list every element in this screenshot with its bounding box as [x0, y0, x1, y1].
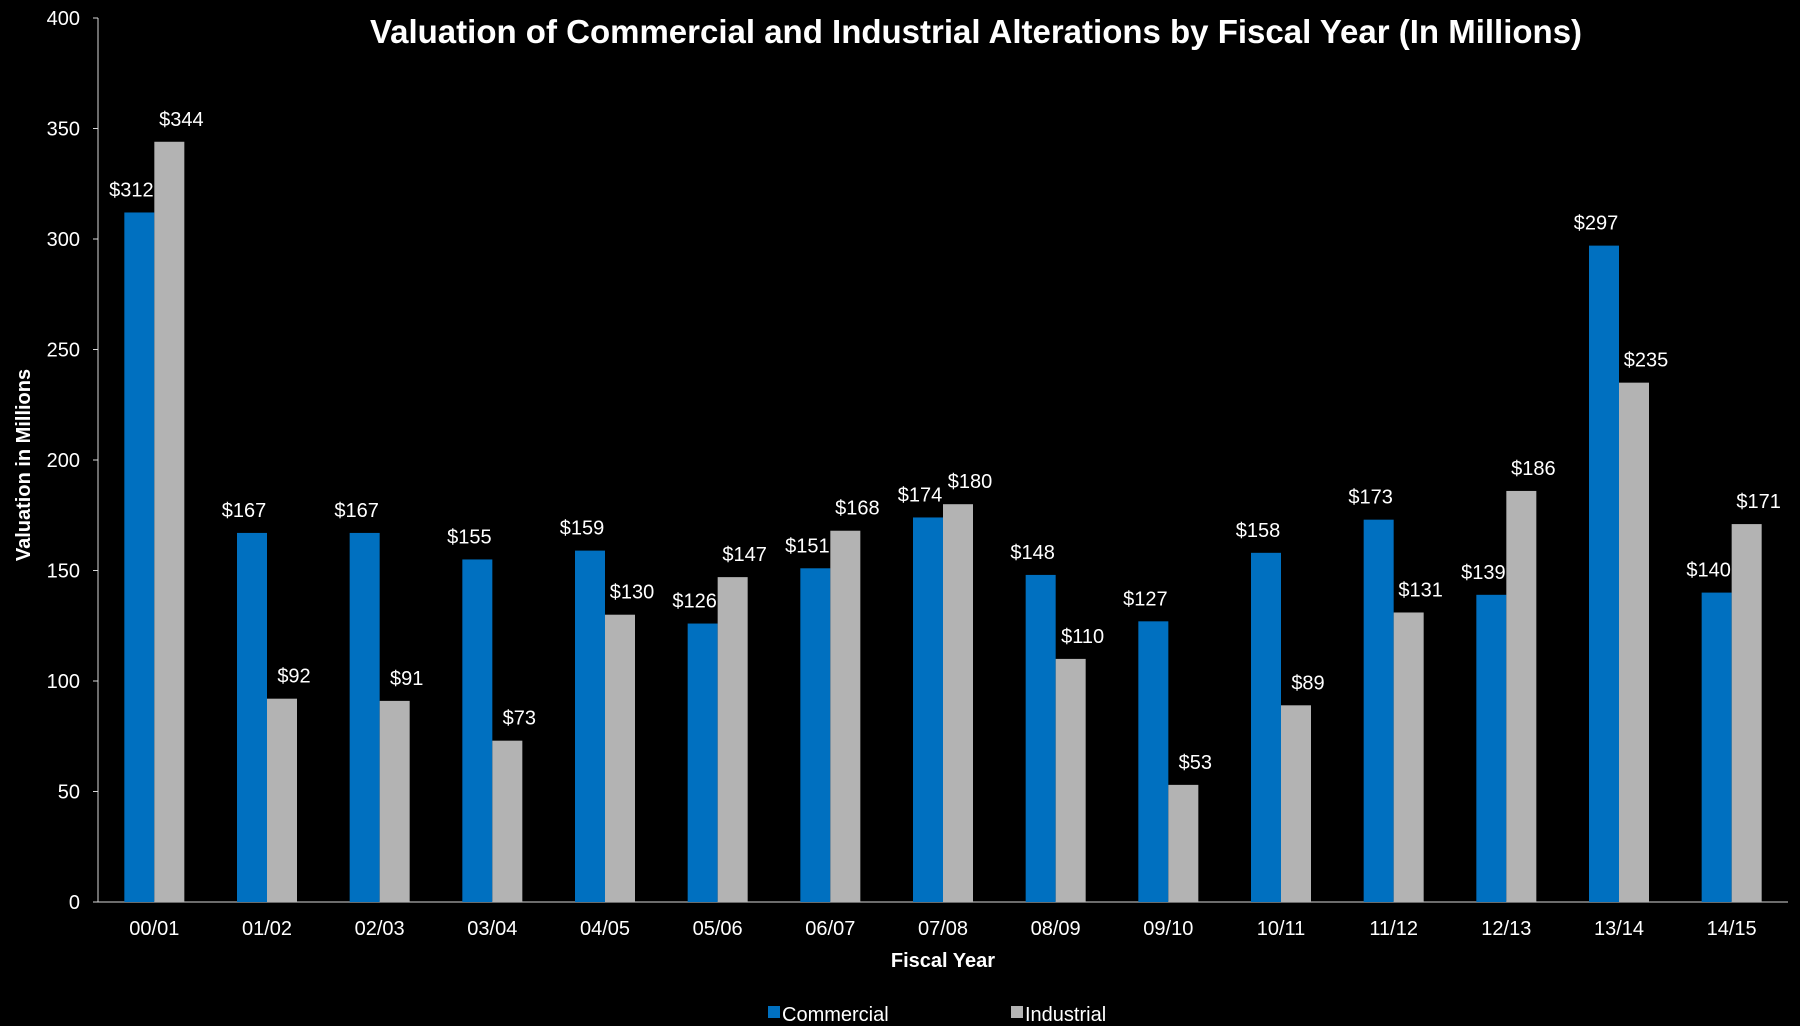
data-label-industrial: $147	[722, 544, 767, 566]
data-label-commercial: $126	[672, 591, 717, 613]
y-tick-label: 0	[69, 892, 80, 914]
y-tick-label: 400	[47, 8, 80, 30]
y-axis-title: Valuation in Millions	[13, 369, 35, 561]
bar-commercial	[800, 568, 831, 902]
legend-swatch-industrial	[1011, 1006, 1023, 1018]
x-tick-label: 03/04	[467, 918, 517, 940]
data-label-industrial: $130	[610, 582, 655, 604]
bar-industrial	[605, 614, 635, 902]
bar-industrial	[1506, 490, 1537, 902]
bar-commercial	[575, 550, 605, 902]
data-label-industrial: $73	[503, 708, 536, 730]
x-tick-label: 06/07	[805, 918, 855, 940]
data-label-commercial: $151	[785, 535, 830, 557]
y-tick-label: 300	[47, 229, 80, 251]
data-label-commercial: $174	[898, 484, 943, 506]
x-tick-label: 12/13	[1481, 918, 1531, 940]
bar-industrial	[1055, 658, 1086, 902]
bar-commercial	[1251, 552, 1281, 902]
y-tick-label: 350	[47, 119, 80, 141]
x-tick-label: 07/08	[918, 918, 968, 940]
bar-commercial	[913, 517, 943, 902]
data-label-industrial: $110	[1061, 626, 1104, 648]
data-label-commercial: $297	[1574, 213, 1619, 235]
data-label-commercial: $127	[1123, 588, 1168, 610]
bar-commercial	[124, 212, 155, 903]
data-label-industrial: $131	[1398, 579, 1443, 601]
x-tick-label: 05/06	[693, 918, 743, 940]
legend-label-industrial: Industrial	[1025, 1004, 1106, 1026]
bar-commercial	[1701, 592, 1732, 902]
bar-commercial	[687, 623, 718, 902]
x-tick-label: 01/02	[242, 918, 292, 940]
legend: Commercial Industrial	[768, 1004, 1106, 1026]
bar-commercial	[1025, 574, 1056, 902]
bar-industrial	[1393, 612, 1424, 902]
bar-commercial	[1589, 245, 1619, 902]
x-tick-label: 09/10	[1143, 918, 1193, 940]
x-tick-label: 04/05	[580, 918, 630, 940]
x-axis-title: Fiscal Year	[891, 950, 995, 972]
data-label-commercial: $167	[222, 500, 267, 522]
data-label-industrial: $235	[1624, 350, 1669, 372]
chart-title: Valuation of Commercial and Industrial A…	[370, 13, 1582, 50]
data-label-commercial: $155	[447, 526, 492, 548]
data-label-commercial: $167	[334, 500, 379, 522]
y-tick-label: 200	[47, 450, 80, 472]
y-tick-label: 50	[58, 782, 80, 804]
data-label-commercial: $140	[1686, 560, 1731, 582]
y-tick-label: 250	[47, 340, 80, 362]
legend-swatch-commercial	[768, 1006, 780, 1018]
data-label-industrial: $186	[1511, 458, 1556, 480]
data-label-industrial: $180	[948, 471, 993, 493]
data-label-industrial: $171	[1736, 491, 1781, 513]
y-tick-label: 100	[47, 671, 80, 693]
data-label-industrial: $344	[159, 109, 204, 131]
bar-industrial	[830, 530, 861, 902]
x-tick-label: 13/14	[1594, 918, 1644, 940]
bar-commercial	[1476, 594, 1507, 902]
bar-industrial	[943, 504, 973, 902]
x-tick-label: 08/09	[1031, 918, 1081, 940]
bar-commercial	[462, 559, 493, 902]
data-label-industrial: $168	[835, 498, 880, 520]
x-tick-label: 02/03	[355, 918, 405, 940]
bar-industrial	[267, 698, 297, 902]
data-label-commercial: $312	[109, 179, 154, 201]
bar-industrial	[1281, 705, 1311, 902]
plot-area: 0 50 100 150 200 250 300 350 400 00/01 01/02 02/03 0…	[47, 8, 1788, 940]
x-tick-label: 14/15	[1707, 918, 1757, 940]
bar-industrial	[717, 577, 748, 902]
x-tick-label: 11/12	[1369, 918, 1418, 940]
bar-industrial	[1168, 784, 1199, 902]
bar-commercial	[237, 532, 267, 902]
data-label-commercial: $139	[1461, 562, 1506, 584]
data-label-industrial: $92	[277, 666, 310, 688]
y-tick-label: 150	[47, 561, 80, 583]
bar-industrial	[1619, 382, 1649, 902]
data-label-commercial: $173	[1348, 487, 1393, 509]
data-label-industrial: $53	[1179, 752, 1212, 774]
bar-industrial	[492, 740, 523, 902]
data-label-commercial: $158	[1236, 520, 1281, 542]
data-label-commercial: $148	[1010, 542, 1055, 564]
bar-commercial	[1363, 519, 1394, 902]
data-label-industrial: $89	[1291, 672, 1324, 694]
data-label-commercial: $159	[560, 518, 605, 540]
bar-industrial	[379, 700, 410, 902]
x-tick-label: 00/01	[129, 918, 179, 940]
data-label-industrial: $91	[390, 668, 423, 690]
bar-commercial	[1138, 621, 1169, 902]
bar-industrial	[154, 141, 185, 902]
bar-commercial	[349, 532, 380, 902]
bar-industrial	[1731, 524, 1762, 902]
legend-label-commercial: Commercial	[782, 1004, 889, 1026]
x-tick-label: 10/11	[1257, 918, 1306, 940]
